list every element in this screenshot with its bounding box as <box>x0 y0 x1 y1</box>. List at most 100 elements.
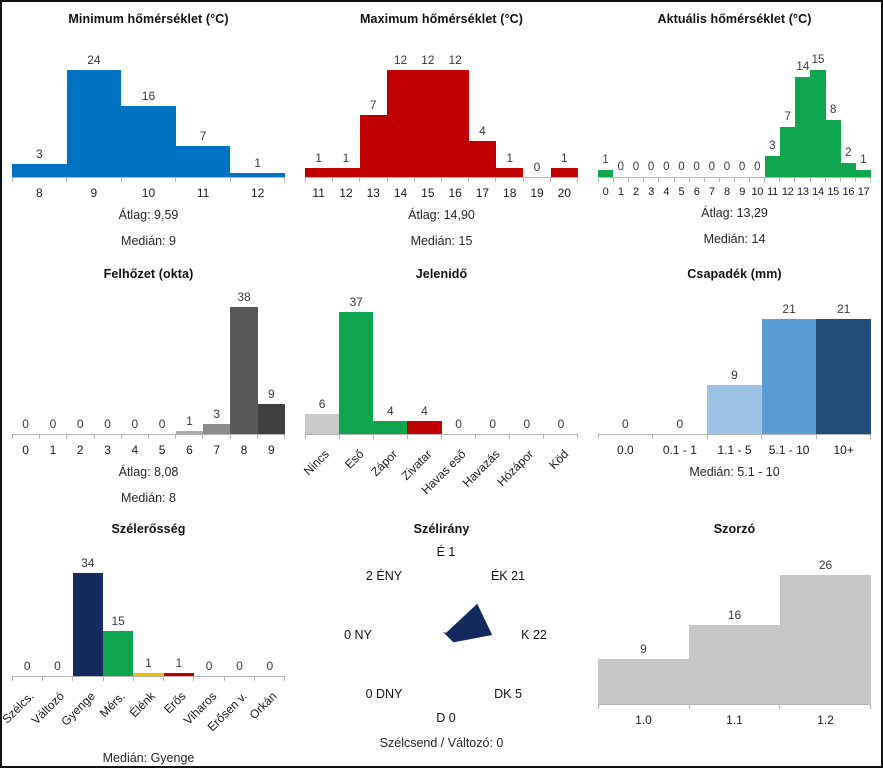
bar-value-label: 8 <box>829 104 837 116</box>
axis-tick <box>598 178 599 182</box>
x-tick-label: 0.0 <box>616 443 634 457</box>
x-tick-label: 15 <box>421 186 435 200</box>
bar <box>496 168 524 177</box>
x-axis <box>305 434 578 440</box>
x-tick-labels: 8 9 10 11 12 <box>12 186 285 200</box>
chart-title: Felhőzet (okta) <box>103 267 194 281</box>
axis-tick <box>373 435 374 439</box>
plot-area: 1 0 0 0 0 0 0 0 0 0 0 3 7 14 15 8 2 1 <box>598 52 872 177</box>
x-tick-labels: 0 1 2 3 4 5 6 7 8 9 <box>12 443 285 457</box>
bar-value-label: 2 <box>845 147 852 159</box>
x-tick-label: 9 <box>90 186 98 200</box>
bar-value-label: 0 <box>678 161 685 173</box>
axis-tick <box>839 178 841 182</box>
x-tick-label: 12 <box>250 186 265 200</box>
stat-line: Átlag: 13,29 <box>701 206 768 220</box>
bar-value-label: 12 <box>448 53 462 67</box>
x-tick-label: 13 <box>366 186 380 200</box>
x-tick-label: 1.2 <box>817 713 834 727</box>
bar-column: 34 <box>72 557 103 676</box>
bar-value-label: 1 <box>602 154 609 166</box>
bar-column: 0 <box>442 418 476 434</box>
bar-value-label: 0 <box>131 417 139 431</box>
axis-tick <box>102 677 104 681</box>
bar <box>332 168 360 177</box>
stat-line: Medián: 5.1 - 10 <box>689 465 780 479</box>
axis-tick <box>688 705 690 709</box>
x-tick-label: 9 <box>267 443 275 457</box>
axis-tick <box>283 435 285 439</box>
bar-column: 9 <box>707 369 762 434</box>
x-tick-label: 1 <box>617 186 624 198</box>
chart-stats: Átlag: 9,59 Medián: 9 <box>12 202 285 254</box>
chart-title: Maximum hőmérséklet (°C) <box>360 12 523 26</box>
bar-value-label: 21 <box>782 302 796 316</box>
bar-value-label: 1 <box>860 154 867 166</box>
axis-tick <box>440 178 442 182</box>
axis-tick <box>733 178 735 182</box>
bar-column: 0 <box>224 660 254 676</box>
bar-value-label: 0 <box>621 417 629 431</box>
bar-value-label: 38 <box>237 290 251 304</box>
bar-value-label: 0 <box>76 417 84 431</box>
bar-value-label: 0 <box>489 417 497 431</box>
chart-stats: Átlag: 8,08 Medián: 8 <box>12 459 285 511</box>
x-tick-label: 18 <box>503 186 517 200</box>
axis-tick <box>658 178 660 182</box>
x-tick-label: 2 <box>633 186 639 198</box>
x-tick-label: 0 <box>602 186 609 198</box>
axis-tick <box>703 178 705 182</box>
axis-tick <box>718 178 720 182</box>
axis-tick <box>223 677 225 681</box>
stat-line: Átlag: 14,90 <box>408 208 475 222</box>
stat-line: Medián: 15 <box>410 234 473 248</box>
bar-column: 7 <box>780 111 796 177</box>
axis-tick <box>12 677 13 681</box>
bar-value-label: 0 <box>533 160 541 174</box>
bar <box>468 141 497 177</box>
axis-tick <box>441 435 442 439</box>
bar-column: 12 <box>414 54 442 177</box>
bar-value-label: 9 <box>640 642 647 656</box>
bar <box>102 631 134 676</box>
axis-tick <box>509 435 510 439</box>
axis-tick <box>598 435 599 439</box>
axis-tick <box>42 677 44 681</box>
x-tick-label: 15 <box>827 186 839 198</box>
bar <box>810 70 826 177</box>
axis-tick <box>522 178 524 182</box>
bar-column: 1 <box>598 154 614 177</box>
axis-tick <box>202 435 204 439</box>
x-tick-label: 12 <box>781 186 794 198</box>
bar-value-label: 0 <box>632 161 640 173</box>
bar-value-label: 0 <box>647 161 655 173</box>
bar <box>689 625 780 704</box>
x-tick-label: 14 <box>393 186 408 200</box>
bar-column: 0 <box>598 418 653 434</box>
x-tick-label: Köd <box>545 447 571 473</box>
bar-value-label: 0 <box>49 417 57 431</box>
bar-column: 1 <box>175 415 204 434</box>
bar-column: 1 <box>855 154 872 177</box>
axis-tick <box>193 677 195 681</box>
axis-tick <box>120 435 122 439</box>
bar-value-label: 16 <box>141 89 156 103</box>
x-tick-label: 3 <box>648 186 655 198</box>
x-tick-label: 7 <box>213 443 221 457</box>
bar-column: 38 <box>230 290 258 434</box>
stat-line: Medián: 9 <box>121 234 176 248</box>
bar-column: 12 <box>441 53 469 177</box>
x-tick-label: 13 <box>797 186 809 198</box>
x-tick-label: 7 <box>708 186 715 198</box>
chart-cloud-cover: Felhőzet (okta) 0 0 0 0 0 0 1 3 38 9 0 1 2 3 4 5 6 7 8 9 Á… <box>2 257 295 512</box>
wind-direction-label: DK 5 <box>494 687 522 701</box>
axis-tick <box>543 435 544 439</box>
axis-tick <box>283 677 285 681</box>
bar-column: 7 <box>175 130 231 177</box>
bar-value-label: 9 <box>731 368 738 382</box>
bar-value-label: 3 <box>213 407 221 421</box>
x-tick-labels: 0 1 2 3 4 5 6 7 8 9 10 11 12 13 14 15 16 17 <box>598 186 871 198</box>
bar-value-label: 0 <box>738 161 746 173</box>
bar <box>230 307 258 434</box>
bar-value-label: 21 <box>836 302 851 316</box>
